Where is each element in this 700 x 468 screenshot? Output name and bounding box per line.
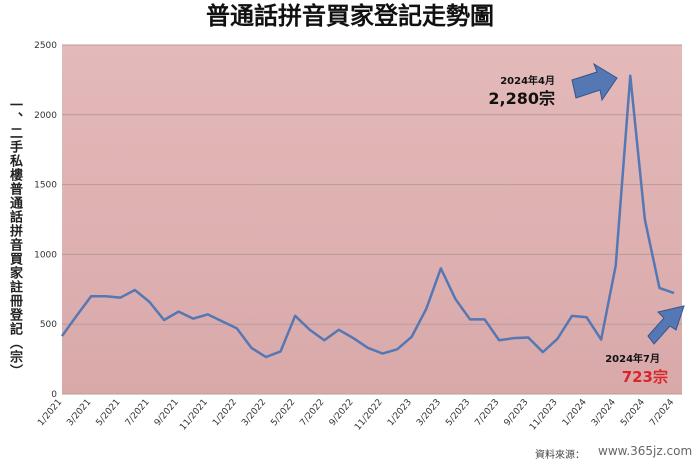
y-tick-label: 1000 <box>34 250 57 260</box>
x-tick-label: 9/2023 <box>503 398 531 429</box>
line-series <box>60 74 675 359</box>
x-tick-label: 5/2023 <box>444 398 472 429</box>
x-tick-label: 1/2022 <box>211 398 239 429</box>
x-tick-label: 3/2021 <box>65 398 93 429</box>
x-tick-label: 1/2021 <box>36 398 64 429</box>
x-tick-label: 3/2023 <box>415 398 443 429</box>
plot-area <box>62 45 682 394</box>
x-tick-label: 3/2024 <box>590 397 618 428</box>
x-tick-label: 7/2021 <box>124 398 152 429</box>
watermark: www.365jz.com <box>598 444 692 458</box>
y-axis-label: 一、二手私樓普通話拼音買家註冊登記（宗） <box>7 98 22 378</box>
x-tick-label: 7/2022 <box>299 398 327 429</box>
annotation-date: 2024年4月 <box>500 74 555 87</box>
x-tick-label: 5/2024 <box>619 397 647 428</box>
y-tick-label: 500 <box>40 320 57 330</box>
x-tick-label: 7/2023 <box>473 398 501 429</box>
x-tick-label: 1/2024 <box>561 397 589 428</box>
x-tick-label: 5/2022 <box>269 398 297 429</box>
x-tick-label: 3/2022 <box>240 398 268 429</box>
x-tick-label: 11/2023 <box>528 398 560 433</box>
x-tick-label: 9/2021 <box>153 398 181 429</box>
x-tick-label: 11/2021 <box>178 398 210 433</box>
y-tick-label: 2000 <box>34 111 57 121</box>
y-tick-label: 2500 <box>34 41 57 51</box>
annotation-date: 2024年7月 <box>605 352 660 365</box>
x-tick-label: 7/2024 <box>648 397 676 428</box>
x-tick-label: 1/2023 <box>386 398 414 429</box>
arrow <box>647 305 685 345</box>
x-tick-label: 11/2022 <box>353 398 385 433</box>
source: 資料來源： <box>535 448 585 461</box>
x-tick-label: 5/2021 <box>95 398 123 429</box>
arrow <box>571 62 618 102</box>
x-tick-label: 9/2022 <box>328 398 356 429</box>
annotation-value: 2,280宗 <box>488 89 555 108</box>
chart-title: 普通話拼音買家登記走勢圖 <box>206 2 494 30</box>
y-tick-label: 1500 <box>34 181 57 191</box>
annotation-value: 723宗 <box>622 368 668 386</box>
y-tick-label: 0 <box>51 390 57 400</box>
